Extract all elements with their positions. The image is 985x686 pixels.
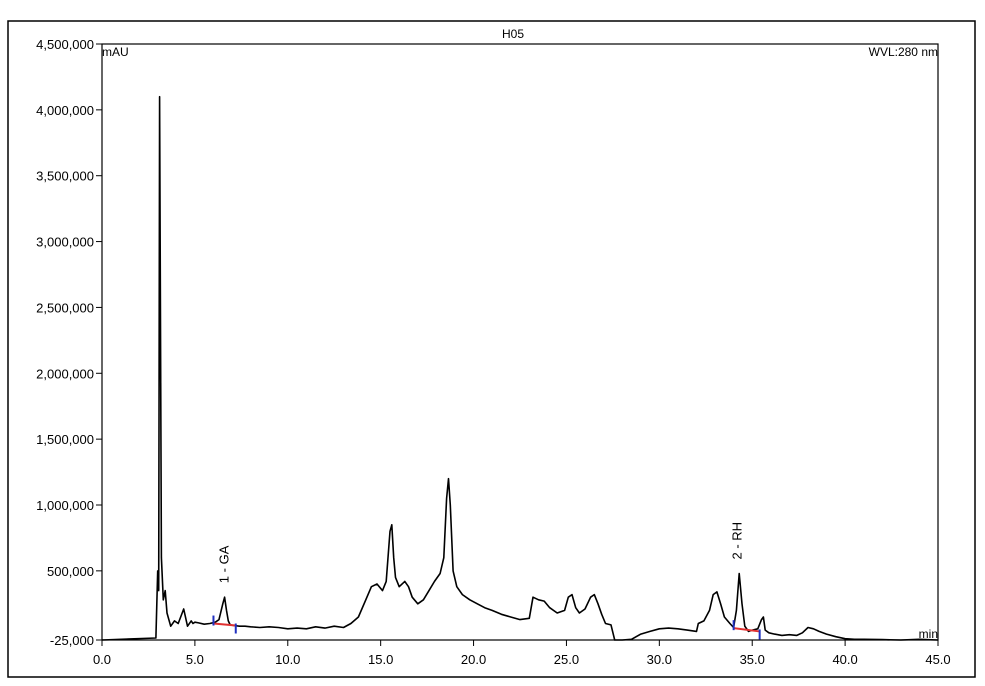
x-tick-label: 35.0	[740, 652, 765, 667]
y-tick-label: 500,000	[47, 564, 94, 579]
y-tick-label: 1,000,000	[36, 498, 94, 513]
y-tick-label: -25,000	[50, 633, 94, 648]
plot-area-border	[101, 43, 939, 641]
y-axis-label: mAU	[102, 45, 129, 59]
x-tick-label: 25.0	[554, 652, 579, 667]
integration-baseline	[733, 627, 760, 633]
x-tick-label: 15.0	[368, 652, 393, 667]
integration-baseline	[213, 622, 236, 627]
x-tick-label: 30.0	[647, 652, 672, 667]
outer-border	[7, 20, 976, 678]
x-tick-label: 0.0	[93, 652, 111, 667]
x-axis-label: min	[919, 627, 938, 641]
plot-layer: 0.0 5.0 10.0 15.0 20.0 25.0 30.0 35.0 40.0 45.0 4,…	[36, 37, 951, 667]
x-tick-label: 10.0	[275, 652, 300, 667]
y-tick-label: 2,500,000	[36, 300, 94, 315]
y-tick-label: 2,000,000	[36, 366, 94, 381]
y-tick-label: 4,000,000	[36, 103, 94, 118]
y-tick-label: 3,500,000	[36, 169, 94, 184]
x-tick-label: 20.0	[461, 652, 486, 667]
x-tick-label: 40.0	[832, 652, 857, 667]
y-tick-label: 3,000,000	[36, 235, 94, 250]
peak-label: 2 - RH	[729, 522, 744, 560]
x-tick-label: 45.0	[925, 652, 950, 667]
y-tick-label: 1,500,000	[36, 432, 94, 447]
peak-label: 1 - GA	[217, 545, 232, 583]
y-tick-label: 4,500,000	[36, 37, 94, 52]
wavelength-label: WVL:280 nm	[869, 45, 938, 59]
x-tick-label: 5.0	[186, 652, 204, 667]
chart-title: H05	[502, 27, 524, 41]
